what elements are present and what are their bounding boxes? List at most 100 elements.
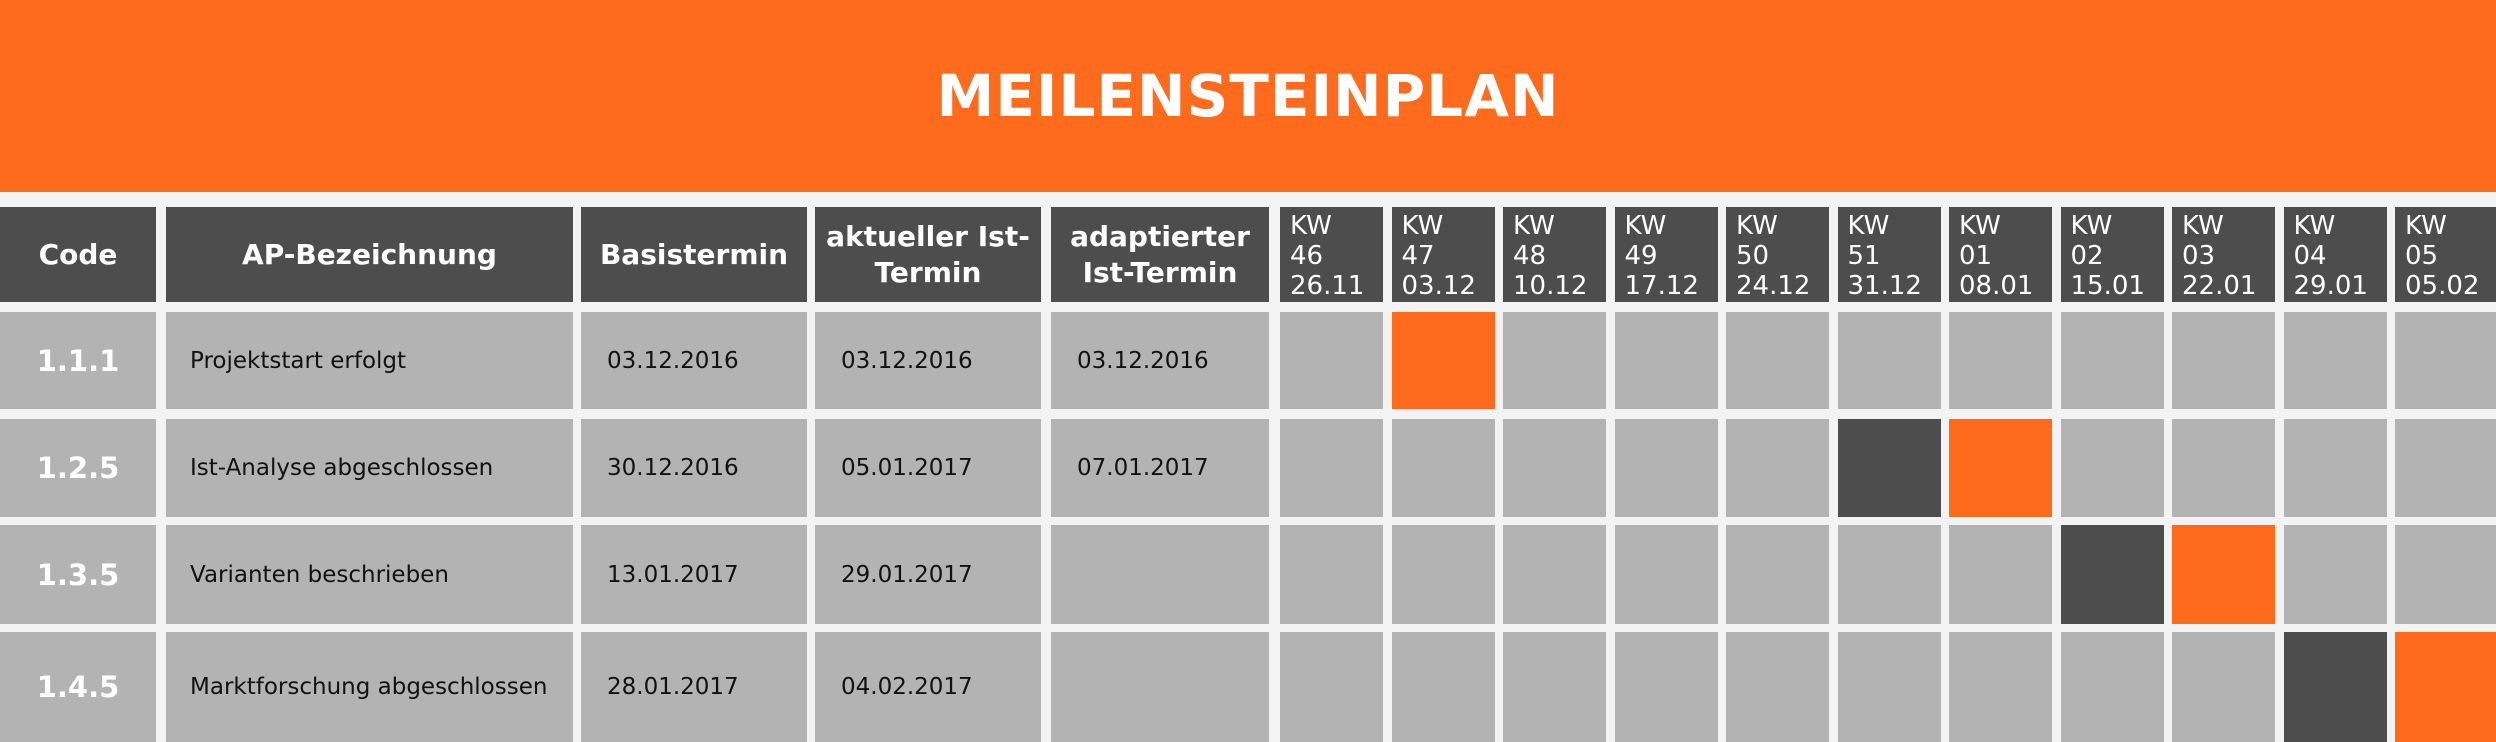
week-cell: [1280, 312, 1383, 409]
week-cell: [1614, 312, 1718, 409]
week-num: 04: [2293, 241, 2327, 271]
week-cell: [1503, 525, 1606, 624]
row-adaptierter-termin: 03.12.2016: [1051, 312, 1269, 409]
week-date: 31.12: [1847, 271, 1922, 301]
week-cell: [1726, 419, 1829, 517]
row-aktueller-termin: 03.12.2016: [815, 312, 1041, 409]
week-cell: [2283, 312, 2387, 409]
week-date: 15.01: [2070, 271, 2145, 301]
week-cell: [1503, 419, 1606, 517]
week-date: 03.12: [1401, 271, 1476, 301]
week-date: 05.02: [2405, 271, 2480, 301]
row-aktueller-termin: 04.02.2017: [815, 632, 1041, 742]
row-name: Ist-Analyse abgeschlossen: [166, 419, 573, 517]
row-aktueller-termin: 29.01.2017: [815, 525, 1041, 624]
week-cell: [1837, 525, 1941, 624]
planned-milestone-marker: [1837, 419, 1941, 517]
column-header: adaptierter Ist-Termin: [1051, 207, 1269, 302]
week-cell: [1726, 632, 1829, 742]
week-cell: [2395, 312, 2496, 409]
week-cell: [1280, 525, 1383, 624]
week-date: 29.01: [2293, 271, 2368, 301]
week-header: KW 01 08.01: [1949, 207, 2052, 302]
week-kw: KW: [2182, 211, 2224, 241]
week-num: 02: [2070, 241, 2104, 271]
row-adaptierter-termin: [1051, 632, 1269, 742]
week-header: KW 49 17.12: [1614, 207, 1718, 302]
week-cell: [1949, 632, 2052, 742]
week-header: KW 03 22.01: [2172, 207, 2275, 302]
week-kw: KW: [1959, 211, 2001, 241]
week-cell: [2060, 312, 2164, 409]
week-cell: [1837, 632, 1941, 742]
week-cell: [1614, 419, 1718, 517]
week-header: KW 46 26.11: [1280, 207, 1383, 302]
planned-milestone-marker: [2283, 632, 2387, 742]
week-cell: [1949, 525, 2052, 624]
week-cell: [1503, 312, 1606, 409]
week-kw: KW: [1401, 211, 1444, 241]
row-basistermin: 30.12.2016: [581, 419, 807, 517]
row-basistermin: 13.01.2017: [581, 525, 807, 624]
week-header: KW 48 10.12: [1503, 207, 1606, 302]
row-name: Projektstart erfolgt: [166, 312, 573, 409]
column-header: aktueller Ist-Termin: [815, 207, 1041, 302]
row-code: 1.4.5: [0, 632, 156, 742]
week-cell: [2395, 525, 2496, 624]
week-header: KW 05 05.02: [2395, 207, 2496, 302]
week-date: 08.01: [1959, 271, 2034, 301]
week-kw: KW: [1624, 211, 1667, 241]
row-adaptierter-termin: [1051, 525, 1269, 624]
week-num: 47: [1401, 241, 1435, 271]
week-num: 01: [1959, 241, 1993, 271]
actual-milestone-marker: [1949, 419, 2052, 517]
week-cell: [1614, 525, 1718, 624]
week-num: 51: [1847, 241, 1881, 271]
page-title: MEILENSTEINPLAN: [936, 62, 1560, 130]
week-num: 50: [1736, 241, 1770, 271]
week-num: 46: [1290, 241, 1324, 271]
week-header: KW 02 15.01: [2060, 207, 2164, 302]
actual-milestone-marker: [2395, 632, 2496, 742]
week-cell: [1391, 632, 1495, 742]
row-name: Varianten beschrieben: [166, 525, 573, 624]
row-adaptierter-termin: 07.01.2017: [1051, 419, 1269, 517]
week-cell: [1280, 632, 1383, 742]
week-kw: KW: [1736, 211, 1778, 241]
week-cell: [1614, 632, 1718, 742]
week-cell: [2172, 632, 2275, 742]
week-kw: KW: [1290, 211, 1332, 241]
week-cell: [2060, 419, 2164, 517]
row-basistermin: 28.01.2017: [581, 632, 807, 742]
week-cell: [2172, 419, 2275, 517]
week-kw: KW: [2405, 211, 2447, 241]
week-cell: [1391, 525, 1495, 624]
week-cell: [2283, 525, 2387, 624]
row-basistermin: 03.12.2016: [581, 312, 807, 409]
week-num: 49: [1624, 241, 1658, 271]
week-cell: [1726, 312, 1829, 409]
week-header: KW 04 29.01: [2283, 207, 2387, 302]
week-cell: [1837, 312, 1941, 409]
week-date: 24.12: [1736, 271, 1811, 301]
week-cell: [2060, 632, 2164, 742]
week-header: KW 51 31.12: [1837, 207, 1941, 302]
week-header: KW 50 24.12: [1726, 207, 1829, 302]
week-cell: [1949, 312, 2052, 409]
planned-milestone-marker: [2060, 525, 2164, 624]
week-cell: [2172, 312, 2275, 409]
week-kw: KW: [1513, 211, 1555, 241]
week-num: 48: [1513, 241, 1547, 271]
actual-milestone-marker: [1391, 312, 1495, 409]
week-date: 17.12: [1624, 271, 1699, 301]
row-code: 1.2.5: [0, 419, 156, 517]
week-cell: [2283, 419, 2387, 517]
week-date: 10.12: [1513, 271, 1588, 301]
week-header: KW 47 03.12: [1391, 207, 1495, 302]
week-cell: [2395, 419, 2496, 517]
column-header: AP-Bezeichnung: [166, 207, 573, 302]
column-header: Basistermin: [581, 207, 807, 302]
week-cell: [1726, 525, 1829, 624]
actual-milestone-marker: [2172, 525, 2275, 624]
week-cell: [1391, 419, 1495, 517]
